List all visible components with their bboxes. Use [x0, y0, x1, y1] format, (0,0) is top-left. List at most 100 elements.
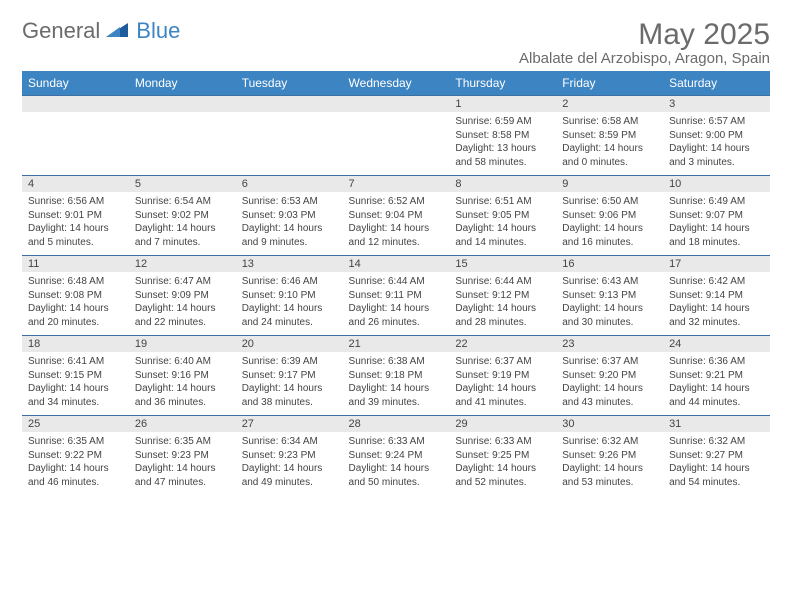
day-cell: Sunrise: 6:32 AMSunset: 9:27 PMDaylight:…	[663, 432, 770, 495]
daylight-text: Daylight: 14 hours and 3 minutes.	[669, 142, 764, 169]
day-number: 1	[449, 96, 556, 113]
sunset-text: Sunset: 9:23 PM	[135, 449, 230, 463]
sunset-text: Sunset: 8:58 PM	[455, 129, 550, 143]
info-row: Sunrise: 6:59 AM Sunset: 8:58 PM Dayligh…	[22, 112, 770, 176]
sunrise-text: Sunrise: 6:35 AM	[28, 435, 123, 449]
day-number: 11	[22, 256, 129, 273]
info-row: Sunrise: 6:35 AMSunset: 9:22 PMDaylight:…	[22, 432, 770, 495]
day-cell: Sunrise: 6:49 AMSunset: 9:07 PMDaylight:…	[663, 192, 770, 256]
sunrise-text: Sunrise: 6:52 AM	[349, 195, 444, 209]
day-number: 9	[556, 176, 663, 193]
sunrise-text: Sunrise: 6:34 AM	[242, 435, 337, 449]
sunrise-text: Sunrise: 6:59 AM	[455, 115, 550, 129]
sunrise-text: Sunrise: 6:33 AM	[455, 435, 550, 449]
weekday-saturday: Saturday	[663, 71, 770, 96]
weekday-sunday: Sunday	[22, 71, 129, 96]
sunrise-text: Sunrise: 6:46 AM	[242, 275, 337, 289]
day-cell: Sunrise: 6:50 AMSunset: 9:06 PMDaylight:…	[556, 192, 663, 256]
sunset-text: Sunset: 9:00 PM	[669, 129, 764, 143]
logo-text-blue: Blue	[136, 18, 180, 44]
daylight-text: Daylight: 14 hours and 47 minutes.	[135, 462, 230, 489]
sunset-text: Sunset: 9:22 PM	[28, 449, 123, 463]
sunrise-text: Sunrise: 6:38 AM	[349, 355, 444, 369]
day-number: 16	[556, 256, 663, 273]
day-number: 12	[129, 256, 236, 273]
day-number: 8	[449, 176, 556, 193]
header: General Blue May 2025 Albalate del Arzob…	[22, 18, 770, 67]
day-number: 19	[129, 336, 236, 353]
day-cell: Sunrise: 6:41 AMSunset: 9:15 PMDaylight:…	[22, 352, 129, 416]
day-cell: Sunrise: 6:54 AMSunset: 9:02 PMDaylight:…	[129, 192, 236, 256]
daylight-text: Daylight: 14 hours and 46 minutes.	[28, 462, 123, 489]
day-cell: Sunrise: 6:46 AMSunset: 9:10 PMDaylight:…	[236, 272, 343, 336]
day-cell: Sunrise: 6:38 AMSunset: 9:18 PMDaylight:…	[343, 352, 450, 416]
daylight-text: Daylight: 14 hours and 34 minutes.	[28, 382, 123, 409]
sunset-text: Sunset: 9:17 PM	[242, 369, 337, 383]
logo: General Blue	[22, 18, 180, 44]
day-number: 27	[236, 416, 343, 433]
sunrise-text: Sunrise: 6:37 AM	[562, 355, 657, 369]
day-number	[129, 96, 236, 113]
day-cell: Sunrise: 6:44 AMSunset: 9:12 PMDaylight:…	[449, 272, 556, 336]
day-number: 14	[343, 256, 450, 273]
day-cell	[129, 112, 236, 176]
day-number: 2	[556, 96, 663, 113]
day-cell: Sunrise: 6:59 AM Sunset: 8:58 PM Dayligh…	[449, 112, 556, 176]
logo-text-general: General	[22, 18, 100, 44]
sunset-text: Sunset: 9:07 PM	[669, 209, 764, 223]
weekday-tuesday: Tuesday	[236, 71, 343, 96]
day-cell: Sunrise: 6:43 AMSunset: 9:13 PMDaylight:…	[556, 272, 663, 336]
sunset-text: Sunset: 9:18 PM	[349, 369, 444, 383]
sunrise-text: Sunrise: 6:58 AM	[562, 115, 657, 129]
day-number: 15	[449, 256, 556, 273]
day-cell: Sunrise: 6:32 AMSunset: 9:26 PMDaylight:…	[556, 432, 663, 495]
sunset-text: Sunset: 9:21 PM	[669, 369, 764, 383]
sunset-text: Sunset: 9:12 PM	[455, 289, 550, 303]
daylight-text: Daylight: 14 hours and 18 minutes.	[669, 222, 764, 249]
sunrise-text: Sunrise: 6:39 AM	[242, 355, 337, 369]
sunset-text: Sunset: 9:01 PM	[28, 209, 123, 223]
info-row: Sunrise: 6:56 AMSunset: 9:01 PMDaylight:…	[22, 192, 770, 256]
day-number: 24	[663, 336, 770, 353]
sunrise-text: Sunrise: 6:44 AM	[349, 275, 444, 289]
day-cell: Sunrise: 6:48 AMSunset: 9:08 PMDaylight:…	[22, 272, 129, 336]
daylight-text: Daylight: 14 hours and 41 minutes.	[455, 382, 550, 409]
daylight-text: Daylight: 14 hours and 43 minutes.	[562, 382, 657, 409]
day-cell: Sunrise: 6:44 AMSunset: 9:11 PMDaylight:…	[343, 272, 450, 336]
day-cell: Sunrise: 6:56 AMSunset: 9:01 PMDaylight:…	[22, 192, 129, 256]
day-number: 4	[22, 176, 129, 193]
info-row: Sunrise: 6:48 AMSunset: 9:08 PMDaylight:…	[22, 272, 770, 336]
day-cell	[22, 112, 129, 176]
sunrise-text: Sunrise: 6:50 AM	[562, 195, 657, 209]
day-cell: Sunrise: 6:58 AM Sunset: 8:59 PM Dayligh…	[556, 112, 663, 176]
weekday-thursday: Thursday	[449, 71, 556, 96]
sunset-text: Sunset: 9:13 PM	[562, 289, 657, 303]
sunrise-text: Sunrise: 6:32 AM	[562, 435, 657, 449]
day-cell: Sunrise: 6:35 AMSunset: 9:23 PMDaylight:…	[129, 432, 236, 495]
sunrise-text: Sunrise: 6:56 AM	[28, 195, 123, 209]
daylight-text: Daylight: 14 hours and 7 minutes.	[135, 222, 230, 249]
day-cell: Sunrise: 6:51 AMSunset: 9:05 PMDaylight:…	[449, 192, 556, 256]
day-number: 31	[663, 416, 770, 433]
day-number: 7	[343, 176, 450, 193]
day-cell: Sunrise: 6:42 AMSunset: 9:14 PMDaylight:…	[663, 272, 770, 336]
day-number: 6	[236, 176, 343, 193]
sunset-text: Sunset: 9:25 PM	[455, 449, 550, 463]
day-number: 21	[343, 336, 450, 353]
daynum-row: 25 26 27 28 29 30 31	[22, 416, 770, 433]
sunset-text: Sunset: 9:03 PM	[242, 209, 337, 223]
daylight-text: Daylight: 14 hours and 36 minutes.	[135, 382, 230, 409]
weekday-friday: Friday	[556, 71, 663, 96]
sunrise-text: Sunrise: 6:37 AM	[455, 355, 550, 369]
daylight-text: Daylight: 14 hours and 9 minutes.	[242, 222, 337, 249]
day-number: 26	[129, 416, 236, 433]
daylight-text: Daylight: 14 hours and 49 minutes.	[242, 462, 337, 489]
daylight-text: Daylight: 14 hours and 5 minutes.	[28, 222, 123, 249]
daylight-text: Daylight: 14 hours and 0 minutes.	[562, 142, 657, 169]
day-number: 25	[22, 416, 129, 433]
calendar-table: Sunday Monday Tuesday Wednesday Thursday…	[22, 71, 770, 495]
info-row: Sunrise: 6:41 AMSunset: 9:15 PMDaylight:…	[22, 352, 770, 416]
sunrise-text: Sunrise: 6:48 AM	[28, 275, 123, 289]
day-number: 18	[22, 336, 129, 353]
sunrise-text: Sunrise: 6:43 AM	[562, 275, 657, 289]
